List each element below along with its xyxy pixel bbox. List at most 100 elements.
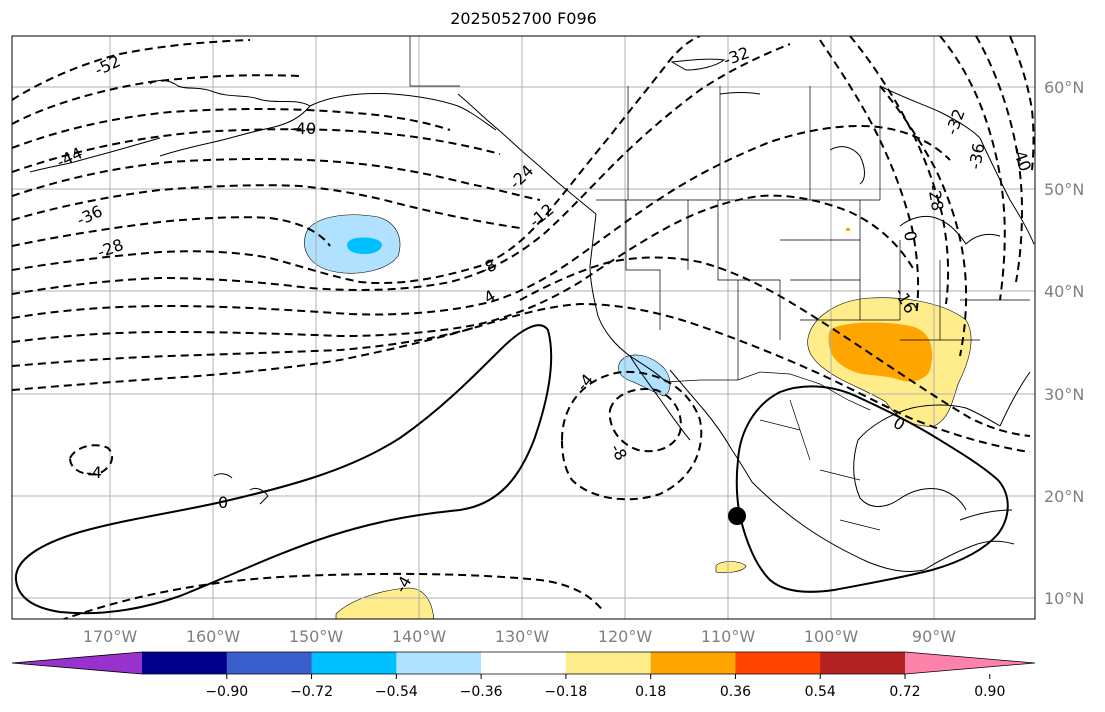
contour-minus-48 bbox=[12, 74, 301, 125]
longitude-label: 160°W bbox=[186, 627, 241, 646]
contour-minus-4-closed-baja bbox=[560, 370, 703, 501]
colorbar-segment bbox=[735, 652, 821, 674]
contour-east-minus-36 bbox=[975, 36, 1024, 283]
longitude-label: 110°W bbox=[701, 627, 756, 646]
colorbar-tick-label: −0.18 bbox=[544, 684, 587, 700]
border-us-mexico bbox=[665, 371, 871, 411]
contour-label: -36 bbox=[965, 142, 988, 171]
map-title: 2025052700 F096 bbox=[450, 9, 597, 28]
dashed-contours bbox=[12, 36, 1035, 619]
colorbar-tick-label: −0.54 bbox=[375, 684, 418, 700]
latitude-label: 30°N bbox=[1044, 385, 1084, 404]
coastline-alaska-gulf bbox=[309, 93, 497, 131]
contour-minus-36 bbox=[12, 158, 541, 201]
coastline-yucatan bbox=[853, 439, 967, 511]
latitude-label: 40°N bbox=[1044, 282, 1084, 301]
longitude-label: 140°W bbox=[392, 627, 447, 646]
colorbar-segment bbox=[142, 652, 228, 674]
colorbar-extend-low bbox=[12, 652, 142, 674]
coastline-small-island bbox=[670, 58, 726, 71]
gridlines bbox=[12, 36, 1035, 619]
contour-minus-52 bbox=[12, 39, 251, 101]
border-us-states-2 bbox=[780, 200, 1030, 341]
longitude-label: 120°W bbox=[598, 627, 653, 646]
contour-label: 0 bbox=[218, 493, 228, 512]
coastline-great-lakes bbox=[899, 215, 1001, 245]
coastline-hudson-bay bbox=[879, 85, 981, 139]
coastline-northern-canada bbox=[829, 146, 865, 185]
contour-minus-32 bbox=[12, 184, 521, 229]
longitude-label: 170°W bbox=[83, 627, 138, 646]
contour-label: -28 bbox=[924, 183, 947, 212]
coastline-alaska-peninsula bbox=[159, 105, 311, 157]
colorbar-extend-high bbox=[905, 652, 1035, 674]
latitude-label: 60°N bbox=[1044, 78, 1084, 97]
contour-east-minus-20 bbox=[819, 39, 920, 317]
longitude-label: 100°W bbox=[804, 627, 859, 646]
coastline-baja bbox=[629, 355, 691, 441]
contour-east-minus-40 bbox=[1009, 36, 1035, 171]
contour-minus-28 bbox=[12, 216, 331, 247]
contour-minus-8-closed-baja bbox=[608, 388, 682, 453]
shading-negative-baja bbox=[618, 354, 671, 397]
coastline-central-america bbox=[923, 540, 1015, 571]
colorbar-segment bbox=[820, 652, 906, 674]
shading-positive-subtropical-pacific bbox=[335, 587, 435, 619]
map-frame bbox=[11, 35, 1036, 620]
colorbar-segment bbox=[396, 652, 482, 674]
contour-zero-pacific bbox=[14, 324, 553, 615]
contour-minus-40 bbox=[12, 128, 501, 173]
coastline-bc-panhandle bbox=[457, 93, 597, 215]
coastline-west-us bbox=[589, 213, 667, 383]
colorbar: −0.90 −0.72 −0.54 −0.36 −0.18 0.18 0.36 0.54 0.7… bbox=[11, 651, 1036, 700]
contour-minus-4-west bbox=[12, 302, 1031, 453]
colorbar-outline bbox=[11, 651, 1036, 675]
latitude-label: 20°N bbox=[1044, 487, 1084, 506]
contour-zero-mexico bbox=[735, 385, 1009, 593]
colorbar-tick-label: 0.18 bbox=[635, 684, 666, 700]
location-marker bbox=[728, 507, 746, 525]
colorbar-tick-label: 0.54 bbox=[805, 684, 836, 700]
shading-strong-negative-north-pacific bbox=[347, 237, 382, 254]
colorbar-tick-label: −0.90 bbox=[205, 684, 248, 700]
colorbar-segment bbox=[565, 652, 652, 674]
coastline-gulf-california bbox=[669, 369, 753, 483]
longitude-label: 90°W bbox=[912, 627, 956, 646]
latitude-label: 10°N bbox=[1044, 589, 1084, 608]
solid-contours bbox=[14, 324, 1009, 615]
coastline-alaska-north bbox=[149, 79, 311, 107]
contour-label: -4 bbox=[86, 463, 102, 482]
shading-positive-small-patch bbox=[715, 561, 747, 574]
shading-strong-positive-southern-plains bbox=[828, 322, 933, 382]
contour-minus-20 bbox=[12, 43, 791, 295]
coastline-gulf-of-mexico bbox=[857, 404, 1001, 441]
coastline-aleutians bbox=[29, 137, 161, 173]
longitude-label: 130°W bbox=[495, 627, 550, 646]
coastline-east-canada bbox=[979, 137, 1035, 245]
colorbar-segment bbox=[650, 652, 736, 674]
colorbar-tick-label: −0.72 bbox=[290, 684, 333, 700]
contour-minus-4-closed-pacific bbox=[68, 444, 114, 476]
contour-minus-8 bbox=[12, 256, 1031, 437]
latitude-label: 50°N bbox=[1044, 180, 1084, 199]
coastline-mexico-pacific bbox=[751, 481, 925, 573]
coastline-hawaii bbox=[213, 473, 269, 505]
political-borders bbox=[409, 36, 1030, 531]
contour-label: -40 bbox=[290, 119, 316, 138]
border-mexico-states bbox=[759, 399, 881, 531]
coastlines bbox=[29, 58, 1035, 573]
contour-minus-24 bbox=[12, 36, 701, 285]
contour-east-minus-24 bbox=[849, 36, 950, 305]
latitude-labels: 60°N 50°N 40°N 30°N 20°N 10°N bbox=[1044, 78, 1084, 608]
colorbar-tick-label: 0.90 bbox=[974, 684, 1005, 700]
colorbar-tick-label: −0.36 bbox=[460, 684, 503, 700]
coastline-florida bbox=[999, 371, 1031, 427]
longitude-label: 150°W bbox=[289, 627, 344, 646]
border-alaska-canada bbox=[409, 36, 460, 87]
border-canada-provinces bbox=[627, 86, 881, 200]
colorbar-tick-label: 0.36 bbox=[720, 684, 751, 700]
contour-label: 0 bbox=[900, 229, 920, 242]
colorbar-segment bbox=[481, 652, 567, 674]
contour-minus-12 bbox=[12, 194, 915, 343]
